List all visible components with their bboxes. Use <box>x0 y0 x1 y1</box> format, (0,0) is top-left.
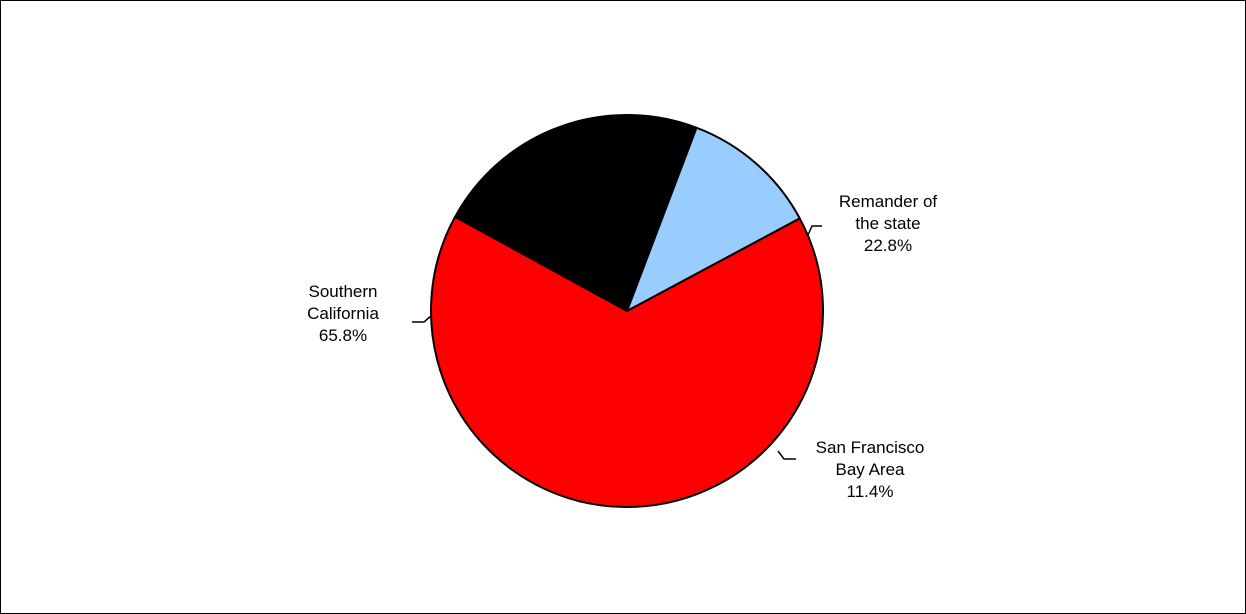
leader-line-0 <box>807 225 822 236</box>
slice-label-0: Remander of the state 22.8% <box>839 192 938 255</box>
slice-name-line: California <box>307 304 379 323</box>
slice-value-label: 11.4% <box>847 482 894 501</box>
slice-name-line: Bay Area <box>836 460 906 479</box>
slice-name-line: San Francisco <box>816 438 925 457</box>
pie-slice-2 <box>430 215 824 508</box>
slice-name-line: Remander of <box>839 192 938 211</box>
pie-slices <box>430 114 824 508</box>
slice-label-2: Southern California 65.8% <box>307 282 379 345</box>
pie-slice-1 <box>626 126 801 312</box>
leader-lines <box>412 225 822 460</box>
slice-label-1: San Francisco Bay Area 11.4% <box>816 438 925 501</box>
slice-name-line: the state <box>855 214 920 233</box>
slice-value-label: 22.8% <box>864 236 912 255</box>
slice-name-line: Southern <box>309 282 378 301</box>
leader-line-2 <box>412 315 432 323</box>
slice-value-label: 65.8% <box>319 326 367 345</box>
pie-slice-0 <box>454 114 698 312</box>
leader-line-1 <box>777 450 796 460</box>
slice-labels: Remander of the state 22.8% San Francisco Ba… <box>307 192 937 501</box>
